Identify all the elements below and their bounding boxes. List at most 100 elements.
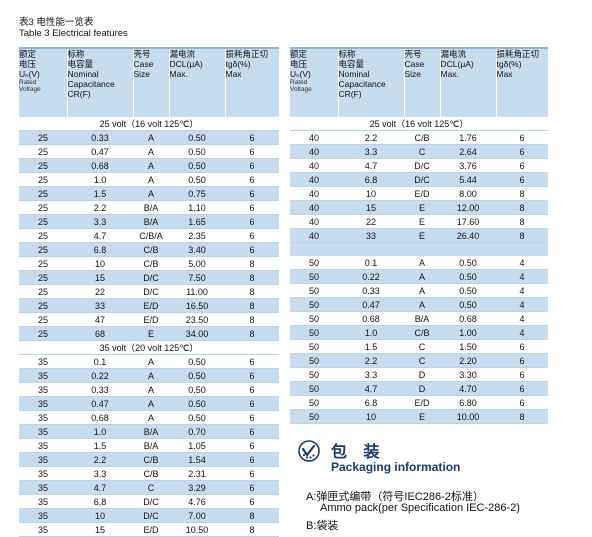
cell-voltage: 25 <box>19 270 67 285</box>
table-row: 50 0.47 A 0.50 4 <box>290 297 548 312</box>
cell-voltage: 40 <box>290 158 338 173</box>
cell-case-size: D/C <box>133 270 169 285</box>
packaging-title-zh: 包 装 <box>331 444 386 461</box>
cell-case-size: D/C <box>404 158 440 173</box>
cell-dcl: 0.75 <box>169 186 225 201</box>
cell-tg-delta: 8 <box>225 256 279 271</box>
cell-voltage: 25 <box>19 326 67 341</box>
cell-dcl: 0.50 <box>169 130 225 145</box>
cell-dcl: 0.70 <box>169 424 225 439</box>
header-rated-voltage: 额定 电压 Uₙ(V) Rated Voltage <box>290 47 339 117</box>
cell-voltage: 40 <box>290 144 338 159</box>
cell-tg-delta: 6 <box>496 353 548 368</box>
cell-capacitance: 2.2 <box>338 130 404 145</box>
cell-case-size: C <box>133 480 169 495</box>
table-row: 35 2.2 C/B 1.54 6 <box>19 452 279 467</box>
table-row: 40 22 E 17.60 8 <box>290 214 548 229</box>
cell-voltage: 25 <box>19 298 67 313</box>
cell-voltage: 25 <box>19 228 67 243</box>
cell-voltage: 35 <box>19 466 67 481</box>
cell-case-size: C/B <box>404 325 440 340</box>
cell-tg-delta: 6 <box>496 130 548 145</box>
cell-tg-delta: 6 <box>225 130 279 145</box>
cell-voltage: 50 <box>290 256 338 270</box>
cell-tg-delta: 6 <box>225 438 279 453</box>
table-row: 25 15 D/C 7.50 8 <box>19 270 279 285</box>
cell-tg-delta: 4 <box>496 283 548 298</box>
cell-dcl: 0.68 <box>440 311 496 326</box>
cell-capacitance: 0.1 <box>338 256 404 270</box>
cell-dcl: 0.50 <box>440 283 496 298</box>
cell-capacitance: 0.22 <box>67 368 133 383</box>
cell-voltage: 50 <box>290 311 338 326</box>
cell-capacitance: 0.68 <box>67 410 133 425</box>
cell-tg-delta: 8 <box>496 200 548 215</box>
cell-case-size: D/C <box>133 494 169 509</box>
cell-tg-delta: 6 <box>225 144 279 159</box>
cell-voltage: 25 <box>19 312 67 327</box>
left-table-body: 25 volt（16 volt 125℃） 25 0.33 A 0.50 6 25 0.47 A… <box>19 117 279 537</box>
cell-tg-delta: 4 <box>496 297 548 312</box>
table-row: 40 15 E 12.00 8 <box>290 200 548 215</box>
header-dcl: 漏电流 DCL(μA) Max. <box>169 47 226 117</box>
cell-case-size: E/D <box>404 395 440 410</box>
header-tg-delta: 损耗角正切 tgδ(%) Max <box>496 47 548 117</box>
cell-capacitance: 1.0 <box>338 325 404 340</box>
right-table-body: 25 volt（16 volt 125℃） 40 2.2 C/B 1.76 6 40 3.3 C… <box>290 117 548 424</box>
cell-dcl: 34.00 <box>169 326 225 341</box>
table-row: 35 0.68 A 0.50 6 <box>19 410 279 425</box>
cell-dcl: 1.05 <box>169 438 225 453</box>
cell-dcl: 12.00 <box>440 200 496 215</box>
cell-voltage: 40 <box>290 214 338 229</box>
cell-capacitance: 2.2 <box>338 353 404 368</box>
header-case-size: 壳号 Case Size <box>133 47 170 117</box>
cell-tg-delta: 6 <box>225 242 279 257</box>
cell-tg-delta: 6 <box>225 200 279 215</box>
table-row: 40 33 E 26.40 8 <box>290 228 548 243</box>
cell-voltage: 50 <box>290 409 338 424</box>
cell-case-size: E <box>404 228 440 243</box>
table-row: 50 6.8 E/D 6.80 6 <box>290 395 548 410</box>
cell-voltage: 35 <box>19 452 67 467</box>
cell-tg-delta: 6 <box>225 354 279 369</box>
cell-tg-delta: 8 <box>496 228 548 243</box>
table-row: 50 0.33 A 0.50 4 <box>290 283 548 298</box>
cell-case-size: A <box>404 256 440 270</box>
cell-capacitance: 1.0 <box>67 172 133 187</box>
cell-case-size: D/C <box>404 172 440 187</box>
cell-dcl: 10.00 <box>440 409 496 424</box>
cell-case-size: A <box>133 354 169 369</box>
cell-tg-delta: 6 <box>225 466 279 481</box>
cell-voltage: 40 <box>290 186 338 201</box>
cell-voltage: 25 <box>19 172 67 187</box>
cell-capacitance: 1.0 <box>67 424 133 439</box>
cell-dcl: 2.20 <box>440 353 496 368</box>
packaging-line-b: B:袋装 <box>306 520 339 532</box>
cell-voltage: 25 <box>19 284 67 299</box>
cell-tg-delta: 8 <box>225 522 279 537</box>
caption-en: Table 3 Electrical features <box>19 28 128 39</box>
cell-voltage: 35 <box>19 382 67 397</box>
voltage-section-label: 25 volt（16 volt 125℃） <box>290 117 548 131</box>
cell-capacitance: 22 <box>338 214 404 229</box>
cell-capacitance: 4.7 <box>67 228 133 243</box>
cell-voltage: 40 <box>290 200 338 215</box>
table-row: 50 1.0 C/B 1.00 4 <box>290 325 548 340</box>
cell-dcl: 7.50 <box>169 270 225 285</box>
electrical-table-left: 额定 电压 Uₙ(V) Rated Voltage 标称 电容量 Nominal Cap… <box>19 47 279 537</box>
cell-tg-delta: 6 <box>496 381 548 396</box>
cell-tg-delta: 6 <box>225 410 279 425</box>
cell-case-size: C <box>404 144 440 159</box>
cell-dcl: 0.50 <box>169 144 225 159</box>
table-row: 40 10 E/D 8.00 8 <box>290 186 548 201</box>
cell-case-size: E <box>133 326 169 341</box>
cell-voltage: 40 <box>290 228 338 243</box>
cell-capacitance: 4.7 <box>67 480 133 495</box>
cell-voltage: 25 <box>19 130 67 145</box>
cell-voltage: 40 <box>290 130 338 145</box>
cell-case-size: E/D <box>133 298 169 313</box>
table-row: 25 1.5 A 0.75 6 <box>19 186 279 201</box>
table-row: 50 1.5 C 1.50 6 <box>290 339 548 354</box>
cell-case-size: C <box>404 339 440 354</box>
cell-tg-delta: 6 <box>225 494 279 509</box>
